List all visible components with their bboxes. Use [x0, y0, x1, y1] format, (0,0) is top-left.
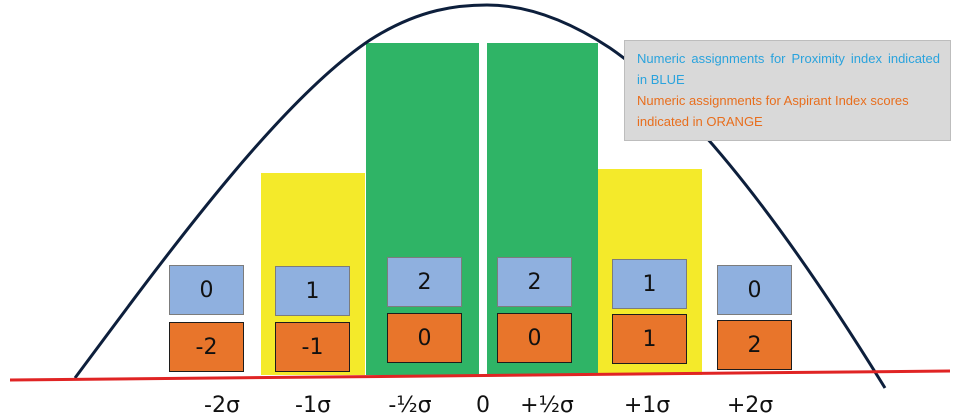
aspirant-box: -1: [275, 322, 350, 372]
proximity-box: 1: [275, 266, 350, 316]
axis-label: +½σ: [520, 393, 574, 418]
axis-label: +2σ: [726, 393, 774, 418]
aspirant-box: 0: [497, 313, 572, 363]
proximity-box: 2: [387, 257, 462, 307]
normal-curve: [73, 3, 887, 389]
proximity-box: 0: [169, 265, 244, 315]
proximity-box: 0: [717, 265, 792, 315]
axis-label: -½σ: [388, 393, 432, 418]
aspirant-box: 0: [387, 313, 462, 363]
aspirant-box: -2: [169, 322, 244, 372]
baseline: [9, 369, 951, 382]
axis-label: +1σ: [623, 393, 671, 418]
axis-label: 0: [476, 393, 490, 418]
proximity-box: 1: [612, 259, 687, 309]
legend-aspirant-text: Numeric assignments for Aspirant Index s…: [637, 93, 909, 129]
aspirant-box: 1: [612, 314, 687, 364]
axis-label: -2σ: [204, 393, 240, 418]
proximity-box: 2: [497, 257, 572, 307]
aspirant-box: 2: [717, 320, 792, 370]
axis-label: -1σ: [295, 393, 331, 418]
legend-proximity-text: Numeric assignments for Proximity index …: [637, 51, 940, 87]
legend-box: Numeric assignments for Proximity index …: [624, 40, 951, 141]
